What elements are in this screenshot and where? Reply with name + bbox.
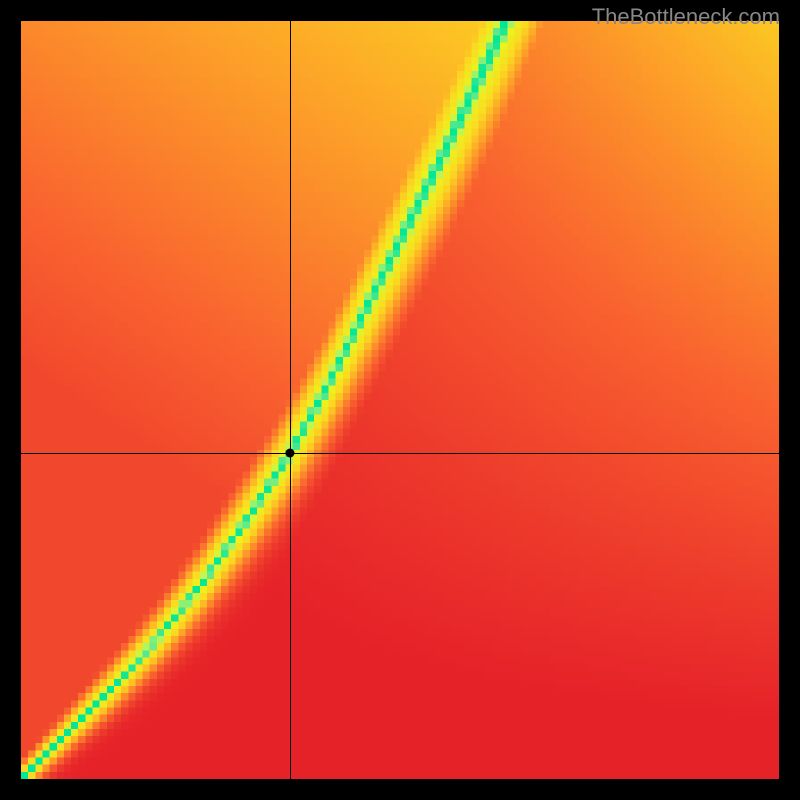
crosshair-marker [286,449,295,458]
bottleneck-heatmap [21,21,779,779]
crosshair-horizontal [21,453,779,454]
watermark-text: TheBottleneck.com [592,4,780,30]
crosshair-vertical [290,21,291,779]
